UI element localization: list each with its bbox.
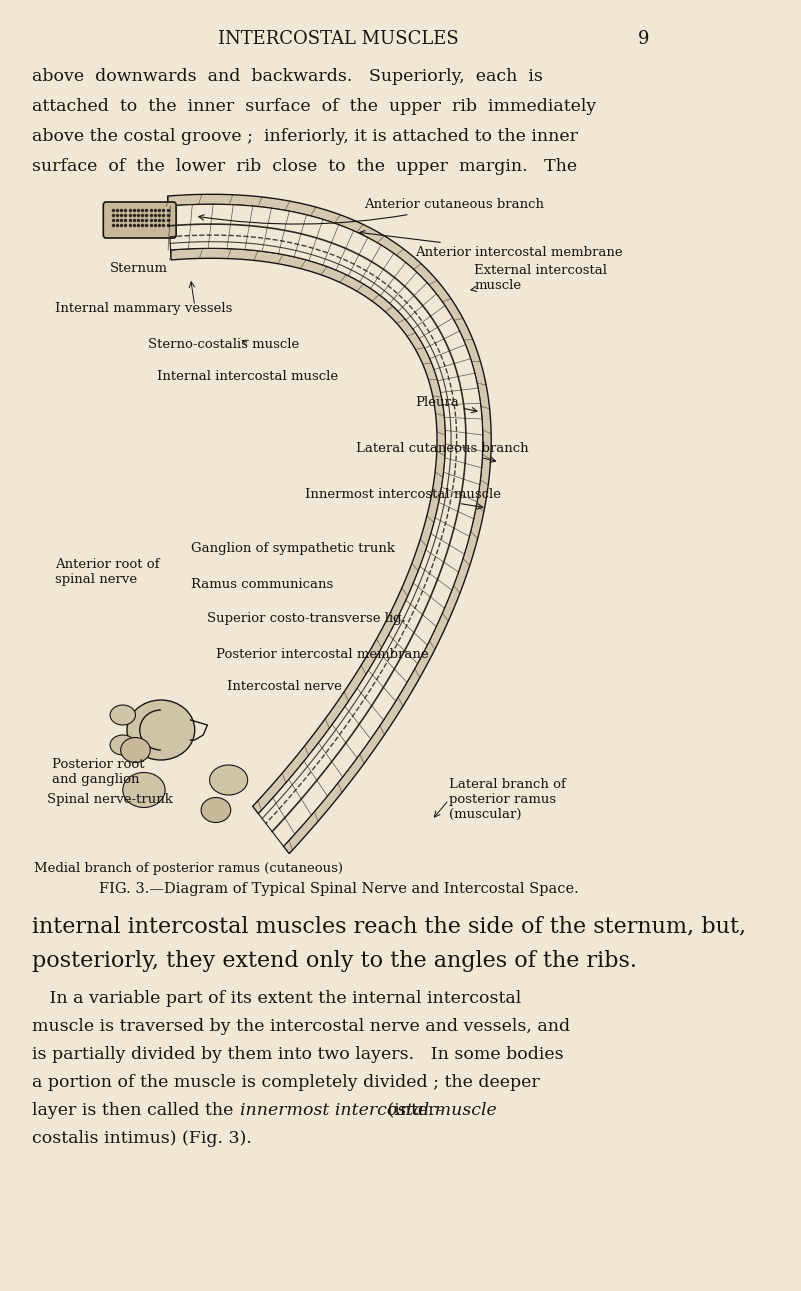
Text: Intercostal nerve: Intercostal nerve	[227, 680, 342, 693]
Polygon shape	[171, 248, 445, 813]
Text: Superior costo-transverse lig.: Superior costo-transverse lig.	[207, 612, 406, 625]
Text: Internal mammary vessels: Internal mammary vessels	[55, 302, 232, 315]
Text: above the costal groove ;  inferiorly, it is attached to the inner: above the costal groove ; inferiorly, it…	[32, 128, 578, 145]
Text: Innermost intercostal muscle: Innermost intercostal muscle	[305, 488, 501, 509]
Text: Spinal nerve-trunk: Spinal nerve-trunk	[46, 793, 172, 806]
Ellipse shape	[121, 737, 151, 763]
Text: Lateral branch of
posterior ramus
(muscular): Lateral branch of posterior ramus (muscu…	[449, 778, 566, 821]
Text: Ramus communicans: Ramus communicans	[191, 578, 332, 591]
Text: attached  to  the  inner  surface  of  the  upper  rib  immediately: attached to the inner surface of the upp…	[32, 98, 597, 115]
Text: surface  of  the  lower  rib  close  to  the  upper  margin.   The: surface of the lower rib close to the up…	[32, 158, 578, 176]
Text: Medial branch of posterior ramus (cutaneous): Medial branch of posterior ramus (cutane…	[34, 862, 343, 875]
Text: a portion of the muscle is completely divided ; the deeper: a portion of the muscle is completely di…	[32, 1074, 540, 1091]
Polygon shape	[168, 204, 483, 847]
Ellipse shape	[201, 798, 231, 822]
Text: External intercostal
muscle: External intercostal muscle	[471, 263, 607, 292]
FancyBboxPatch shape	[103, 201, 176, 238]
Text: costalis intimus) (Fig. 3).: costalis intimus) (Fig. 3).	[32, 1130, 252, 1146]
Text: Pleura: Pleura	[415, 396, 477, 413]
Ellipse shape	[210, 766, 248, 795]
Text: INTERCOSTAL MUSCLES: INTERCOSTAL MUSCLES	[219, 30, 459, 48]
Text: Ganglion of sympathetic trunk: Ganglion of sympathetic trunk	[191, 542, 395, 555]
Text: muscle is traversed by the intercostal nerve and vessels, and: muscle is traversed by the intercostal n…	[32, 1019, 570, 1035]
Ellipse shape	[110, 705, 135, 726]
Ellipse shape	[127, 700, 195, 760]
Text: is partially divided by them into two layers.   In some bodies: is partially divided by them into two la…	[32, 1046, 564, 1062]
Text: In a variable part of its extent the internal intercostal: In a variable part of its extent the int…	[32, 990, 521, 1007]
Polygon shape	[167, 194, 491, 853]
Text: Sterno-costalis muscle: Sterno-costalis muscle	[148, 338, 300, 351]
Text: (inter-: (inter-	[382, 1103, 442, 1119]
Text: internal intercostal muscles reach the side of the sternum, but,: internal intercostal muscles reach the s…	[32, 915, 747, 937]
Text: FIG. 3.—Diagram of Typical Spinal Nerve and Intercostal Space.: FIG. 3.—Diagram of Typical Spinal Nerve …	[99, 882, 578, 896]
Ellipse shape	[123, 772, 165, 807]
Text: Posterior intercostal membrane: Posterior intercostal membrane	[216, 648, 429, 661]
Text: Anterior cutaneous branch: Anterior cutaneous branch	[199, 199, 544, 225]
Text: Internal intercostal muscle: Internal intercostal muscle	[157, 371, 338, 383]
Text: 9: 9	[638, 30, 650, 48]
Text: Anterior root of
spinal nerve: Anterior root of spinal nerve	[55, 558, 159, 586]
Text: Anterior intercostal membrane: Anterior intercostal membrane	[360, 231, 622, 258]
Text: Posterior root
and ganglion: Posterior root and ganglion	[53, 758, 145, 786]
Text: posteriorly, they extend only to the angles of the ribs.: posteriorly, they extend only to the ang…	[32, 950, 637, 972]
Text: Lateral cutaneous branch: Lateral cutaneous branch	[356, 442, 528, 462]
Text: Sternum: Sternum	[110, 262, 168, 275]
Text: layer is then called the: layer is then called the	[32, 1103, 239, 1119]
Text: above  downwards  and  backwards.   Superiorly,  each  is: above downwards and backwards. Superiorl…	[32, 68, 543, 85]
Text: innermost intercostal muscle: innermost intercostal muscle	[239, 1103, 497, 1119]
Ellipse shape	[110, 735, 135, 755]
